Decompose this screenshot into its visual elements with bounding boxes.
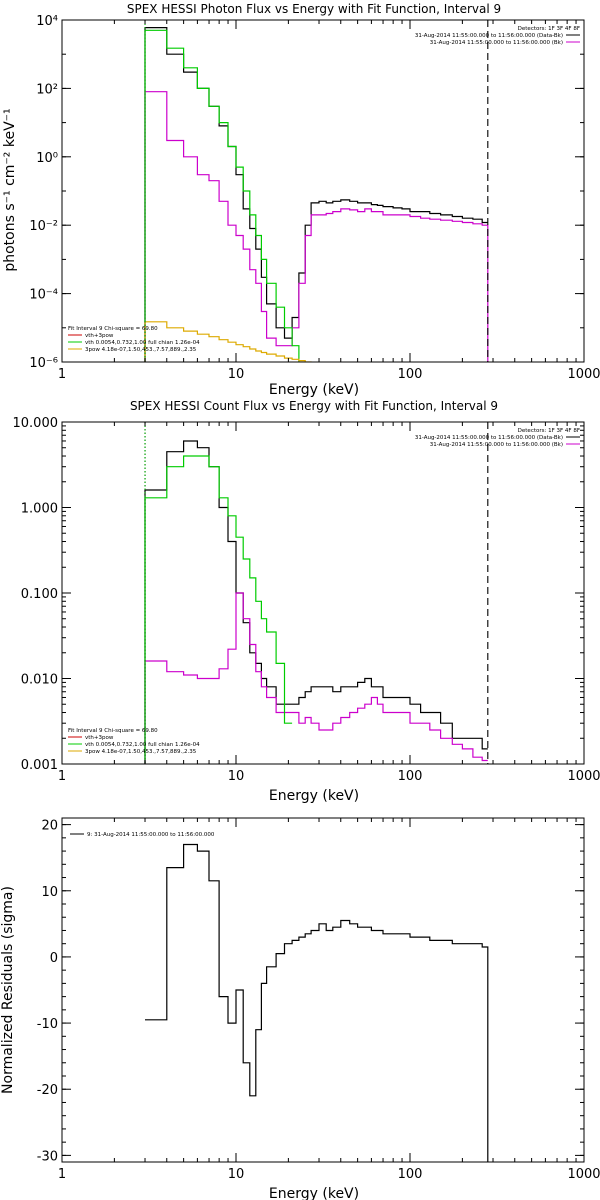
y-tick-label: 10² [36, 82, 58, 97]
count-flux-title: SPEX HESSI Count Flux vs Energy with Fit… [130, 399, 498, 413]
photon-flux-ylabel: photons s⁻¹ cm⁻² keV⁻¹ [2, 108, 18, 271]
photon-flux-title: SPEX HESSI Photon Flux vs Energy with Fi… [127, 2, 501, 16]
series-line-1 [144, 91, 489, 362]
x-tick-label: 100 [398, 769, 423, 784]
legend-entry: 31-Aug-2014 11:55:00.000 to 11:56:00.000… [415, 33, 563, 39]
x-tick-label: 1000 [567, 1167, 600, 1182]
y-tick-label: -30 [37, 1149, 58, 1164]
series-line-0 [145, 843, 489, 1162]
y-tick-label: 10⁴ [36, 14, 58, 29]
y-tick-label: 10⁻⁴ [29, 288, 58, 303]
residuals-xlabel: Energy (keV) [269, 1186, 359, 1200]
axes-frame [61, 19, 585, 363]
y-tick-label: 10⁻² [29, 219, 58, 234]
series-line-0 [144, 27, 488, 362]
x-tick-label: 10 [228, 1167, 245, 1182]
legend-entry: Fit Interval 9 Chi-square = 69.80 [68, 728, 158, 734]
residuals-ylabel: Normalized Residuals (sigma) [0, 886, 16, 1094]
y-tick-label: -10 [37, 1017, 58, 1032]
series-line-3 [144, 321, 312, 362]
y-tick-label: 0.100 [21, 587, 58, 602]
plot-area [144, 440, 488, 764]
y-tick-label: 10.000 [13, 416, 59, 431]
y-tick-label: 0 [50, 951, 58, 966]
y-tick-label: 20 [41, 819, 58, 834]
series-line-1 [144, 592, 488, 764]
x-tick-label: 1000 [567, 769, 600, 784]
y-tick-label: -20 [37, 1083, 58, 1098]
axes-frame [61, 421, 585, 765]
legend-entry: 9: 31-Aug-2014 11:55:00.000 to 11:56:00.… [87, 832, 215, 838]
y-tick-label: 10⁰ [36, 151, 58, 166]
legend-entry: vth+3pow [85, 333, 114, 339]
legend-entry: Fit Interval 9 Chi-square = 69.80 [68, 326, 158, 332]
legend-entry: vth 0.0054,0.732,1.00 full chian 1.26e-0… [85, 340, 200, 346]
x-tick-label: 1 [58, 367, 66, 382]
x-tick-label: 1 [58, 769, 66, 784]
series-line-2 [144, 29, 300, 362]
legend-entry: Detectors: 1F 3F 4F 8F [518, 26, 580, 32]
legend-entry: vth+3pow [85, 735, 114, 741]
legend-entry: 31-Aug-2014 11:55:00.000 to 11:56:00.000… [430, 442, 563, 448]
legend-entry: vth 0.0054,0.732,1.00 full chian 1.26e-0… [85, 742, 200, 748]
y-tick-label: 0.010 [21, 673, 58, 688]
legend-entry: 31-Aug-2014 11:55:00.000 to 11:56:00.000… [415, 435, 563, 441]
count-flux-panel: SPEX HESSI Count Flux vs Energy with Fit… [13, 399, 600, 804]
series-line-2 [144, 455, 293, 764]
photon-flux-xlabel: Energy (keV) [269, 382, 359, 398]
y-tick-label: 10 [41, 885, 58, 900]
y-tick-label: 10⁻⁶ [29, 356, 58, 371]
photon-flux-panel: SPEX HESSI Photon Flux vs Energy with Fi… [2, 2, 600, 398]
axes-frame [61, 817, 585, 1163]
legend-entry: 3pow 4.18e-07,1.50,453.,7.57,889.,2.35 [85, 347, 197, 353]
plot-area [144, 27, 489, 362]
count-flux-xlabel: Energy (keV) [269, 788, 359, 804]
legend-entry: 3pow 4.18e-07,1.50,453.,7.57,889.,2.35 [85, 749, 197, 755]
legend-entry: Detectors: 1F 3F 4F 8F [518, 428, 580, 434]
x-tick-label: 10 [228, 367, 245, 382]
x-tick-label: 1000 [567, 367, 600, 382]
x-tick-label: 100 [398, 1167, 423, 1182]
plot-area [145, 843, 489, 1162]
x-tick-label: 100 [398, 367, 423, 382]
legend-entry: 31-Aug-2014 11:55:00.000 to 11:56:00.000… [430, 40, 563, 46]
series-line-0 [144, 440, 488, 764]
y-tick-label: 0.001 [21, 758, 58, 773]
x-tick-label: 1 [58, 1167, 66, 1182]
x-tick-label: 10 [228, 769, 245, 784]
residuals-panel: Energy (keV) Normalized Residuals (sigma… [0, 817, 600, 1200]
y-tick-label: 1.000 [21, 502, 58, 517]
